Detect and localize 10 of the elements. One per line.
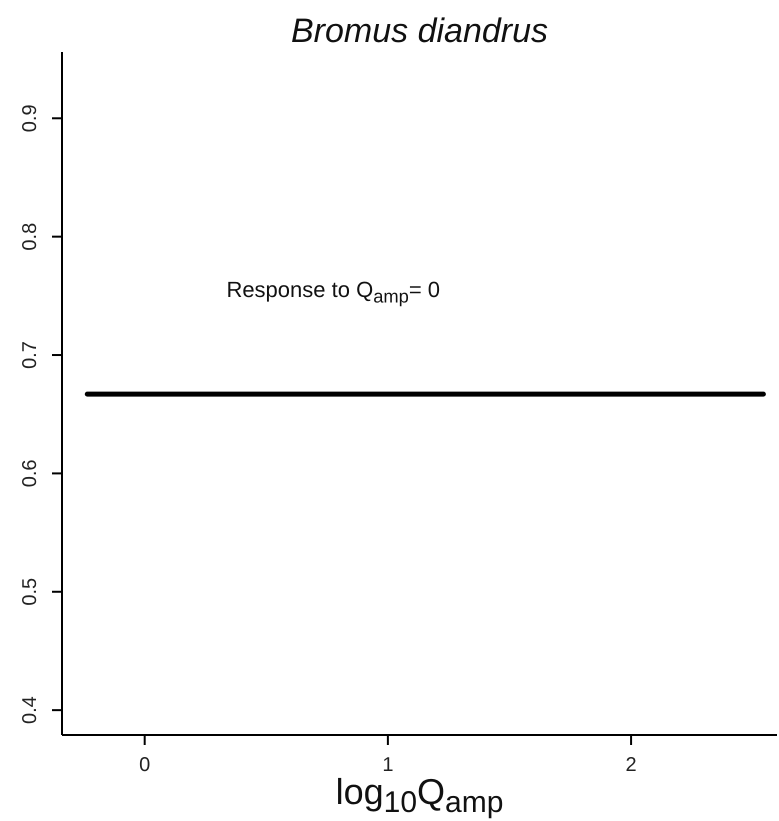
annotation: Response to Q$_{amp}$= 0: [226, 277, 440, 308]
y-tick-label: 0.4: [19, 696, 41, 724]
x-tick-label: 0: [139, 754, 150, 776]
y-tick-label: 0.7: [19, 341, 41, 369]
y-tick-label: 0.5: [19, 578, 41, 606]
y-tick-label: 0.8: [19, 222, 41, 251]
x-tick-label: 2: [626, 754, 637, 776]
chart-title: Bromus diandrus: [290, 12, 549, 51]
y-tick-label: 0.9: [19, 104, 41, 132]
y-tick-label: 0.6: [19, 459, 41, 488]
